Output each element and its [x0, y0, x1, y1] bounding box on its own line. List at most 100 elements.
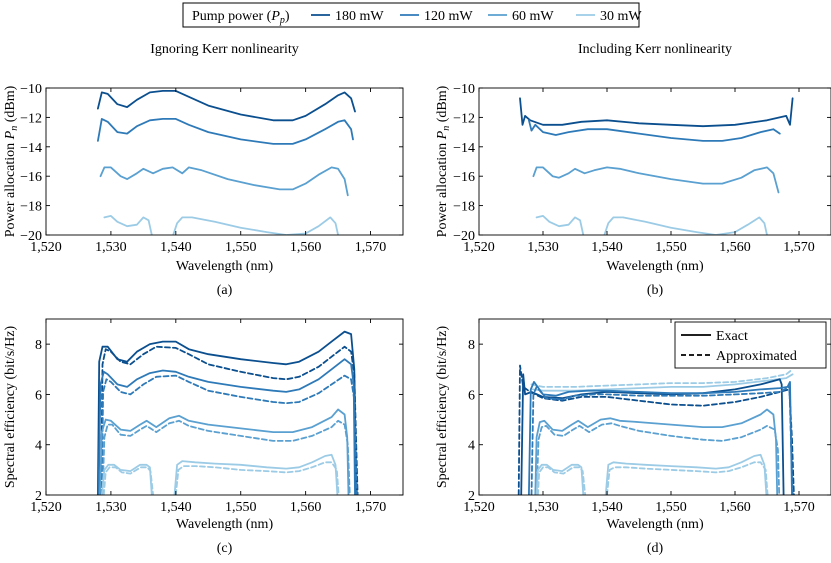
x-tick-label: 1,520 — [30, 240, 62, 255]
panel-title: Including Kerr nonlinearity — [578, 42, 732, 57]
plot-frame — [478, 318, 831, 496]
y-tick-label: 6 — [468, 388, 475, 403]
series-line-60-mw-exact — [99, 408, 350, 495]
series-line-30-mw-exact — [535, 463, 585, 495]
y-axis-label: Power allocation Pn (dBm) — [3, 85, 20, 237]
style-legend-frame — [674, 321, 827, 369]
panel-caption: (b) — [647, 283, 664, 298]
series-line-30-mw-approx — [606, 461, 769, 495]
series-line-120-mw — [528, 119, 781, 142]
series-group — [97, 330, 359, 495]
x-tick-label: 1,530 — [527, 240, 559, 255]
series-line-30-mw — [535, 215, 585, 235]
plot-frame — [478, 87, 831, 236]
y-tick-label: 2 — [468, 489, 475, 504]
y-tick-label: −12 — [20, 111, 42, 126]
legend-label: 30 mW — [600, 9, 642, 24]
x-tick-label: 1,520 — [30, 500, 62, 515]
y-axis-label: Spectral efficiency (bit/s/Hz) — [435, 326, 450, 489]
series-line-30-mw — [103, 215, 153, 235]
x-tick-label: 1,520 — [463, 500, 495, 515]
x-tick-label: 1,540 — [160, 500, 192, 515]
series-line-120-mw — [97, 118, 354, 145]
pump-power-legend: Pump power (Pp) 180 mW 120 mW 60 mW 30 mW — [182, 2, 642, 28]
series-line-30-mw-approx — [102, 466, 154, 495]
y-tick-label: 2 — [35, 489, 42, 504]
panel-d: 1,520 1,530 1,540 1,550 1,560 1,570 2 4 6 8 Wavele… — [435, 318, 831, 556]
plot-frame — [45, 318, 404, 496]
y-tick-label: −20 — [20, 229, 42, 244]
y-tick-label: 6 — [35, 388, 42, 403]
y-tick-label: 8 — [468, 338, 475, 353]
x-tick-label: 1,570 — [355, 500, 387, 515]
series-line-60-mw — [532, 166, 780, 194]
x-tick-label: 1,560 — [719, 240, 751, 255]
series-line-60-mw-approx — [101, 419, 351, 495]
y-tick-label: −14 — [453, 141, 475, 156]
x-tick-label: 1,560 — [719, 500, 751, 515]
plot-frame — [45, 87, 404, 236]
x-tick-label: 1,520 — [463, 240, 495, 255]
panel-caption: (d) — [647, 541, 664, 556]
panel-c: 1,520 1,530 1,540 1,550 1,560 1,570 2 4 6 8 Wavele… — [3, 318, 404, 556]
y-tick-label: −18 — [453, 200, 475, 215]
x-tick-label: 1,530 — [527, 500, 559, 515]
x-tick-label: 1,570 — [783, 500, 815, 515]
series-group — [97, 90, 356, 235]
x-tick-label: 1,540 — [591, 240, 623, 255]
series-line-30-mw-approx — [530, 368, 794, 388]
y-axis-label: Spectral efficiency (bit/s/Hz) — [3, 326, 18, 489]
x-tick-label: 1,560 — [290, 500, 322, 515]
series-line-30-mw — [172, 216, 339, 235]
series-line-30-mw-approx — [537, 466, 587, 495]
x-tick-label: 1,550 — [225, 500, 257, 515]
y-tick-label: −10 — [453, 82, 475, 97]
panel-caption: (a) — [217, 283, 233, 298]
y-tick-label: 8 — [35, 338, 42, 353]
series-line-60-mw — [99, 166, 349, 197]
legend-label-exact: Exact — [716, 329, 748, 344]
y-tick-label: −16 — [453, 170, 475, 185]
panel-a: 1,520 1,530 1,540 1,550 1,560 1,570 −20 −18 −16 −… — [3, 42, 404, 298]
x-tick-label: 1,540 — [591, 500, 623, 515]
x-tick-label: 1,550 — [225, 240, 257, 255]
series-line-30-mw — [603, 216, 768, 235]
x-axis-label: Wavelength (nm) — [176, 517, 274, 532]
series-line-30-mw-exact — [604, 453, 768, 495]
y-tick-label: −10 — [20, 82, 42, 97]
legend-title: Pump power (Pp) — [192, 9, 290, 26]
series-line-60-mw-exact — [534, 408, 779, 495]
series-line-180-mw-exact — [520, 373, 785, 495]
panel-b: 1,520 1,530 1,540 1,550 1,560 1,570 −20 −18 −16 −… — [435, 42, 831, 298]
x-tick-label: 1,560 — [290, 240, 322, 255]
legend-label-approximated: Approximated — [716, 349, 797, 364]
x-tick-label: 1,530 — [95, 500, 127, 515]
series-line-30-mw-exact — [173, 453, 339, 495]
x-axis-label: Wavelength (nm) — [176, 259, 274, 274]
x-tick-label: 1,530 — [95, 240, 127, 255]
series-line-180-mw — [97, 90, 356, 122]
series-line-30-mw-exact — [531, 373, 794, 392]
x-tick-label: 1,550 — [655, 500, 687, 515]
series-line-120-mw-approx — [100, 374, 358, 495]
x-axis-label: Wavelength (nm) — [606, 259, 704, 274]
y-tick-label: 4 — [468, 439, 475, 454]
y-tick-label: −14 — [20, 141, 42, 156]
series-line-120-mw-exact — [97, 358, 356, 495]
x-tick-label: 1,550 — [655, 240, 687, 255]
y-tick-label: 4 — [35, 439, 42, 454]
legend-label: 180 mW — [335, 9, 384, 24]
x-tick-label: 1,570 — [355, 240, 387, 255]
x-tick-label: 1,570 — [783, 240, 815, 255]
y-tick-label: −20 — [453, 229, 475, 244]
style-legend: Exact Approximated — [674, 321, 827, 369]
series-line-60-mw-approx — [535, 422, 781, 495]
legend-label: 60 mW — [512, 9, 554, 24]
panel-title: Ignoring Kerr nonlinearity — [150, 42, 299, 57]
y-tick-label: −16 — [20, 170, 42, 185]
panel-caption: (c) — [217, 541, 233, 556]
y-tick-label: −12 — [453, 111, 475, 126]
x-axis-label: Wavelength (nm) — [606, 517, 704, 532]
series-line-30-mw-exact — [100, 463, 153, 495]
